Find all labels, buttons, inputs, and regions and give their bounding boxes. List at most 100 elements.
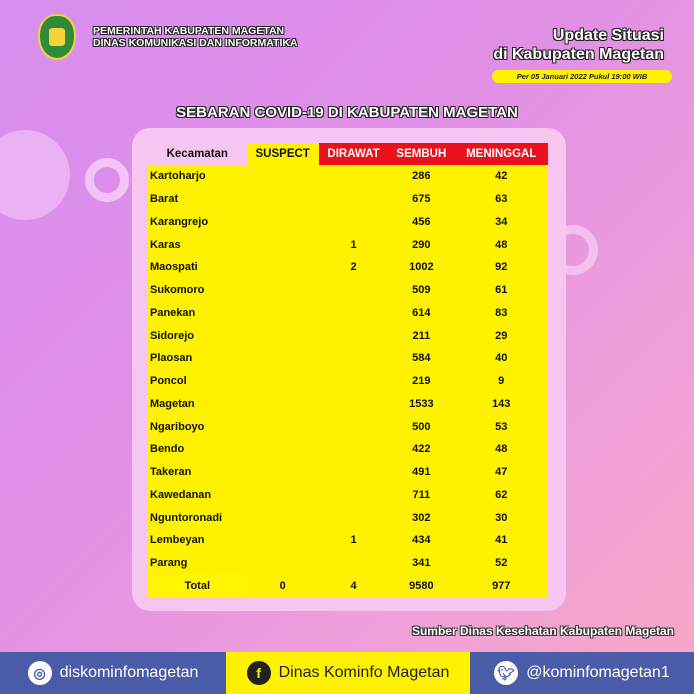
cell-kecamatan: Panekan [148,301,247,325]
table-row: Karas 1 290 48 [148,233,548,256]
table-row: Barat 675 63 [148,187,548,211]
cell-meninggal: 62 [454,483,548,507]
cell-meninggal: 9 [454,369,548,393]
cell-dirawat: 2 [318,256,389,279]
cell-dirawat [318,301,389,325]
table-row: Kawedanan 711 62 [148,483,548,507]
cell-suspect [246,165,319,188]
twitter-link[interactable]: 🐦︎ @kominfomagetan1 [470,652,694,694]
table-row: Karangrejo 456 34 [148,210,548,234]
cell-suspect [246,278,319,302]
cell-meninggal: 61 [454,278,548,302]
cell-dirawat [318,324,389,347]
facebook-icon: f [246,661,271,685]
cell-meninggal: 143 [454,392,548,416]
cell-suspect [246,529,319,552]
cell-dirawat [318,460,389,484]
cell-sembuh: 290 [388,233,455,256]
cell-sembuh: 286 [388,165,455,188]
cell-meninggal: 92 [454,256,548,279]
cell-sembuh: 614 [388,301,455,325]
cell-sembuh: 491 [388,460,455,484]
header-suspect: SUSPECT [246,143,319,165]
cell-suspect [246,256,319,279]
table-row: Bendo 422 48 [148,438,548,461]
org-line-1: PEMERINTAH KABUPATEN MAGETAN [93,25,285,37]
twitter-handle: @kominfomagetan1 [526,664,670,681]
cell-meninggal: 48 [454,233,548,256]
cell-sembuh: 456 [388,210,455,234]
table-row: Magetan 1533 143 [148,392,548,416]
cell-suspect [246,233,319,256]
ring-decoration [85,158,129,202]
cell-suspect [246,483,319,507]
cell-sembuh: 422 [388,438,455,461]
table-row: Ngariboyo 500 53 [148,415,548,438]
cell-dirawat [318,165,389,188]
table-row: Sukomoro 509 61 [148,278,548,302]
update-line-1: Update Situasi [552,27,664,44]
cell-kecamatan: Karas [148,233,247,256]
cell-dirawat: 1 [318,529,389,552]
cell-kecamatan: Nguntoronadi [148,506,247,529]
cell-suspect [246,460,319,484]
cell-kecamatan: Plaosan [148,347,247,370]
cell-meninggal: 42 [454,165,548,188]
cell-dirawat [318,278,389,302]
cell-kecamatan: Lembeyan [148,529,247,552]
source-note: Sumber Dinas Kesehatan Kabupaten Magetan [411,624,674,638]
cell-dirawat: 1 [318,233,389,256]
cell-sembuh: 219 [388,369,455,393]
cell-suspect [246,392,319,416]
total-kecamatan: Total [148,574,247,598]
header-sembuh: SEMBUH [388,143,455,165]
cell-sembuh: 211 [388,324,455,347]
cell-sembuh: 1533 [388,392,455,416]
table-row: Kartoharjo 286 42 [148,165,548,188]
cell-meninggal: 53 [454,415,548,438]
cell-sembuh: 500 [388,415,455,438]
cell-suspect [246,506,319,529]
cell-suspect [246,551,319,575]
instagram-link[interactable]: ◎ diskominfomagetan [0,652,226,694]
table-header: Kecamatan SUSPECT DIRAWAT SEMBUH MENINGG… [148,143,548,165]
total-sembuh: 9580 [388,574,455,598]
cell-sembuh: 434 [388,529,455,552]
cell-kecamatan: Barat [148,187,247,211]
header-meninggal: MENINGGAL [454,143,548,165]
table-row: Takeran 491 47 [148,460,548,484]
virus-decoration [0,130,70,220]
cell-kecamatan: Kawedanan [148,483,247,507]
organization-name: PEMERINTAH KABUPATEN MAGETAN DINAS KOMUN… [93,25,298,49]
cell-meninggal: 30 [454,506,548,529]
cell-kecamatan: Bendo [148,438,247,461]
cell-dirawat [318,415,389,438]
facebook-link[interactable]: f Dinas Kominfo Magetan [226,652,470,694]
cell-suspect [246,324,319,347]
facebook-page: Dinas Kominfo Magetan [278,664,450,681]
cell-dirawat [318,438,389,461]
cell-dirawat [318,506,389,529]
cell-kecamatan: Parang [148,551,247,575]
table-row: Parang 341 52 [148,551,548,575]
cell-kecamatan: Ngariboyo [148,415,247,438]
table-row: Plaosan 584 40 [148,347,548,370]
cell-meninggal: 29 [454,324,548,347]
table-row: Sidorejo 211 29 [148,324,548,347]
cell-sembuh: 584 [388,347,455,370]
cell-suspect [246,210,319,234]
cell-kecamatan: Maospati [148,256,247,279]
page-title: SEBARAN COVID-19 DI KABUPATEN MAGETAN [176,104,518,121]
cell-suspect [246,187,319,211]
date-badge: Per 05 Januari 2022 Pukul 19:00 WIB [492,70,672,83]
cell-kecamatan: Karangrejo [148,210,247,234]
cell-suspect [246,347,319,370]
cell-dirawat [318,347,389,370]
cell-sembuh: 341 [388,551,455,575]
cell-kecamatan: Poncol [148,369,247,393]
cell-suspect [246,301,319,325]
cell-suspect [246,369,319,393]
cell-dirawat [318,392,389,416]
update-line-2: di Kabupaten Magetan [493,46,664,63]
cell-meninggal: 41 [454,529,548,552]
